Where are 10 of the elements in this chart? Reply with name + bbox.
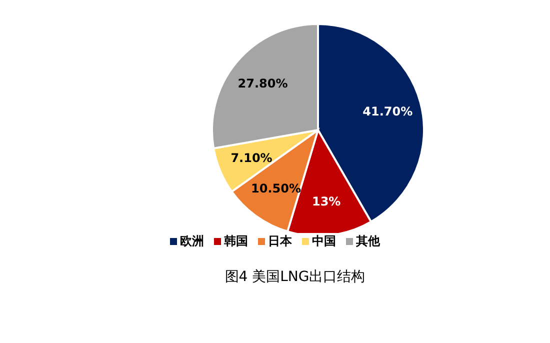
legend-label: 其他 (355, 233, 380, 250)
text: 图4 美国LNG出口结构 (224, 268, 366, 286)
data-label: 27.80% (238, 76, 288, 91)
legend-label: 韩国 (223, 233, 248, 250)
legend-label: 欧洲 (179, 233, 204, 250)
legend-label: 日本 (267, 233, 292, 250)
data-label: 41.70% (362, 104, 413, 118)
data-label: 7.10% (230, 150, 272, 165)
legend-label: 中国 (311, 233, 336, 250)
data-label: 13% (312, 194, 341, 209)
